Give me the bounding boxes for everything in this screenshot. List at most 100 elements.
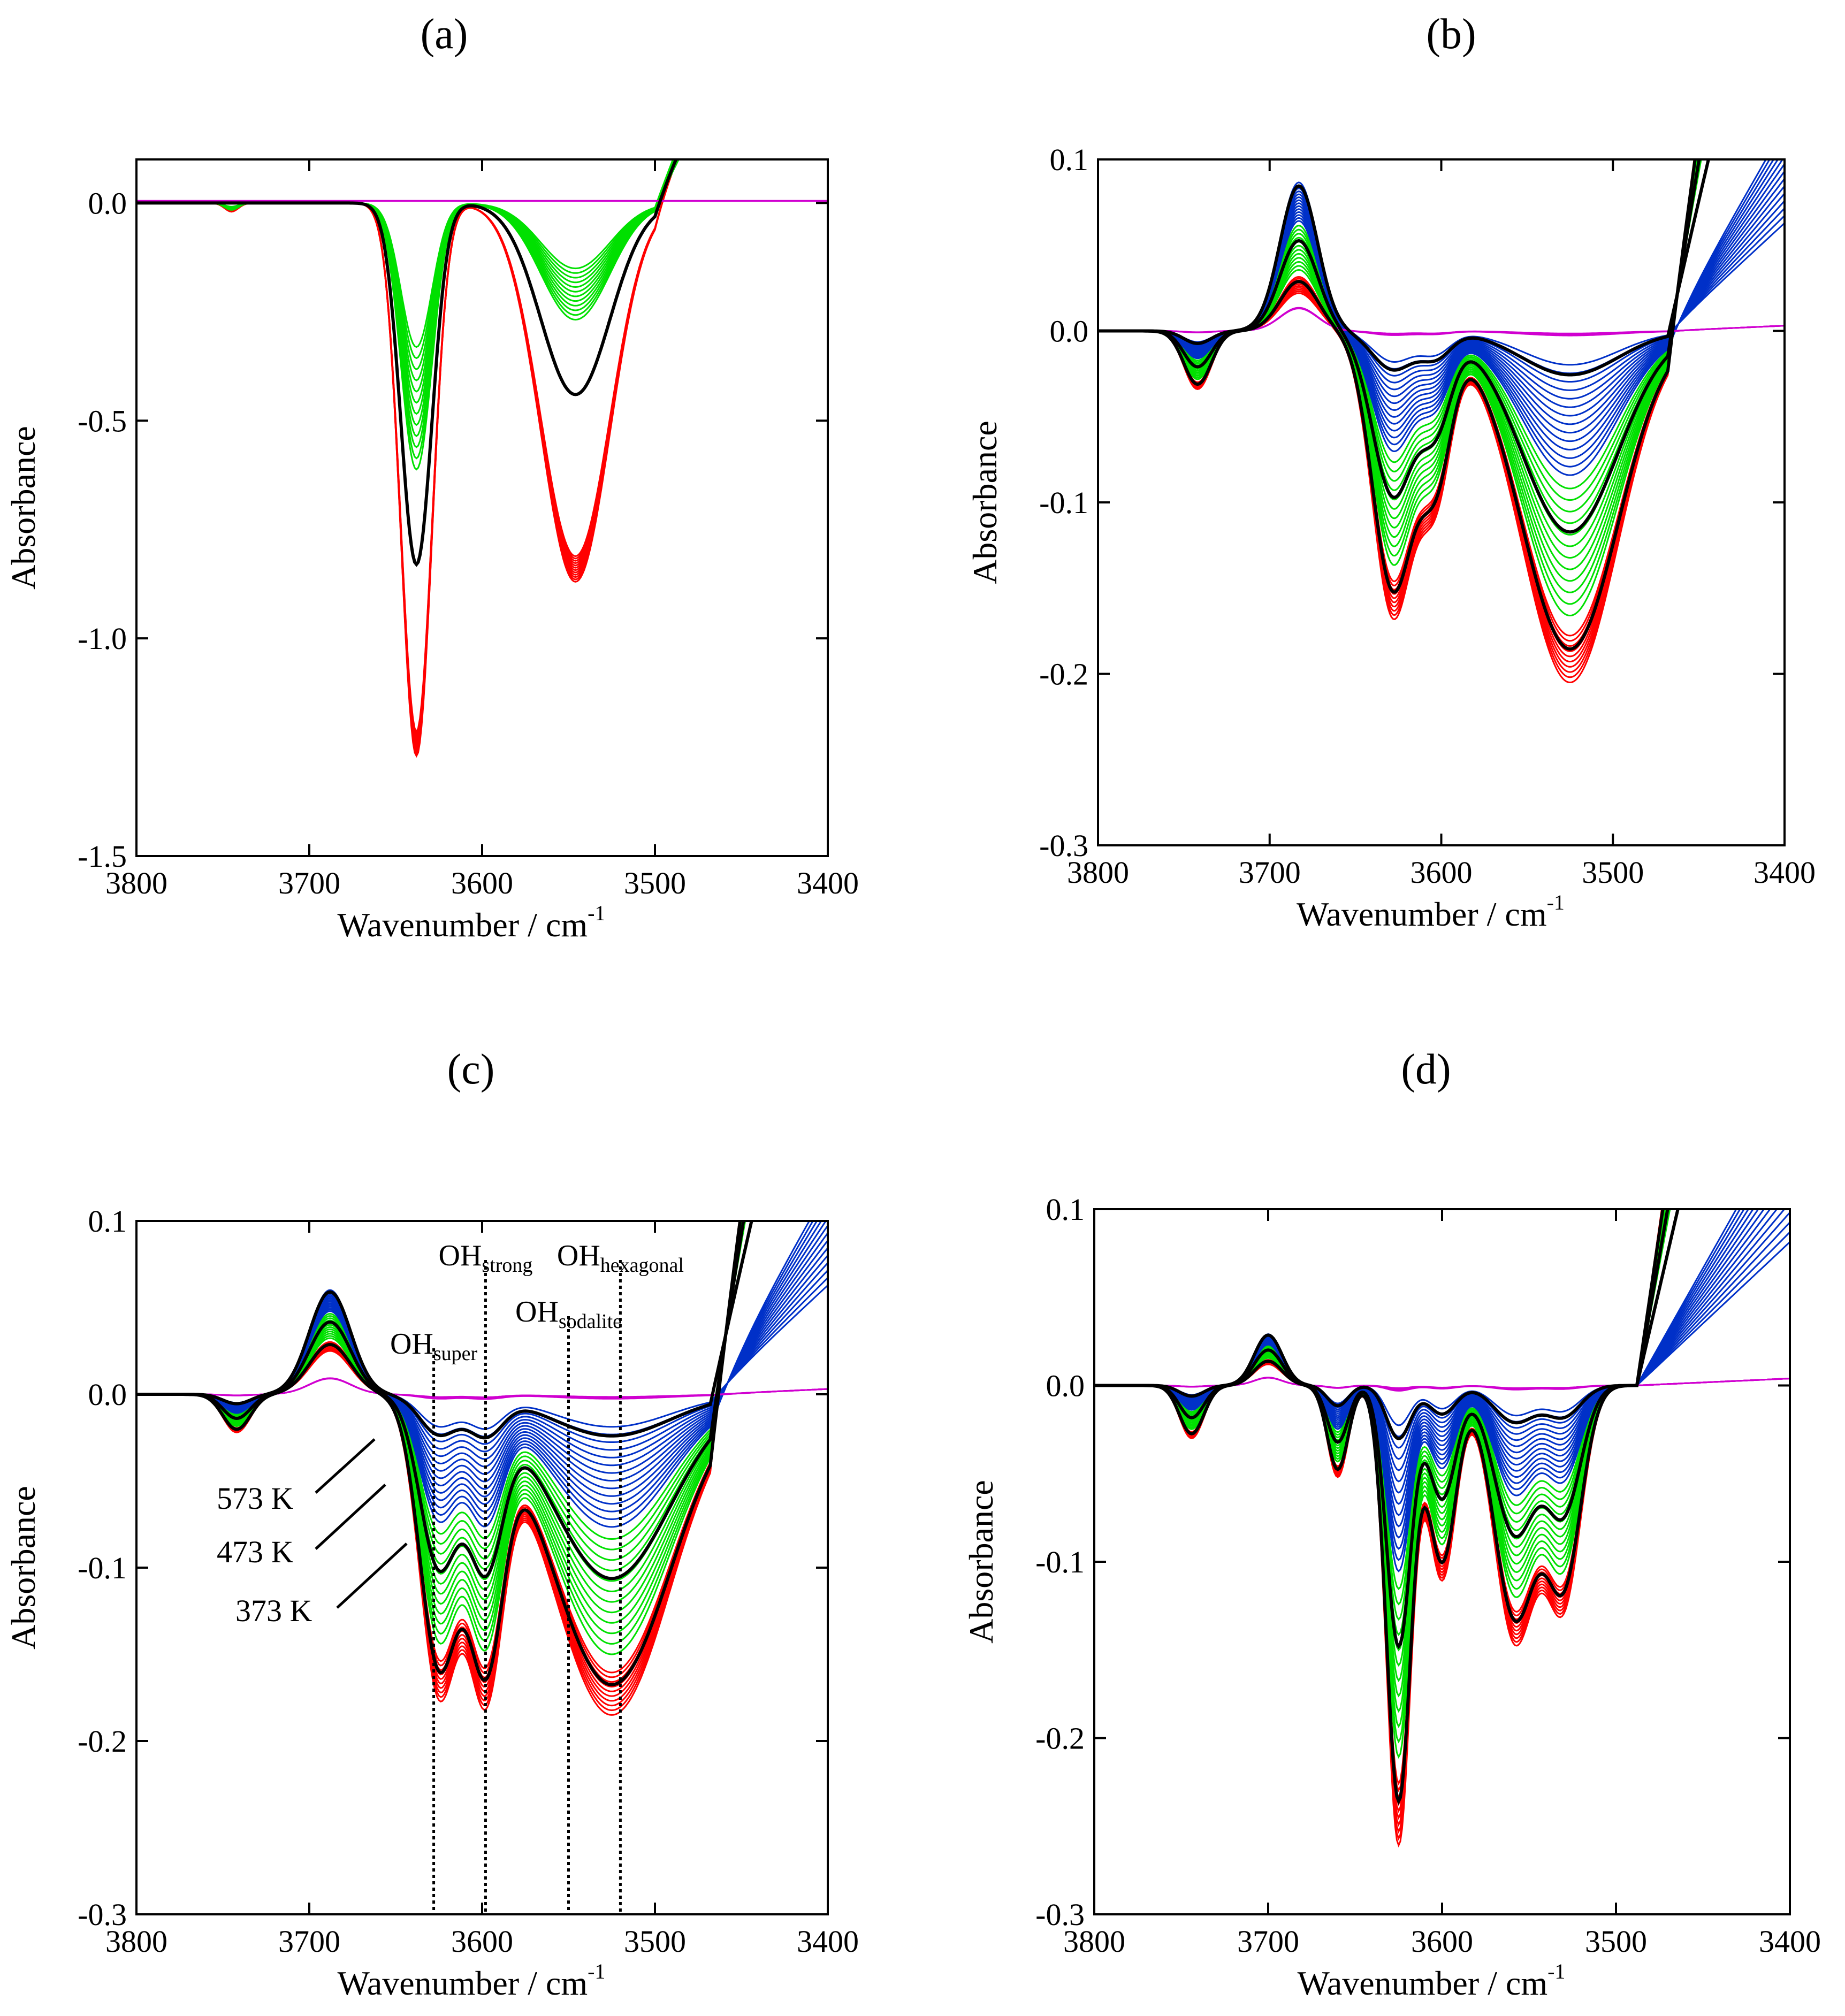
y-tick-label: 0.0	[88, 186, 127, 220]
series-line-red-7	[136, 159, 678, 745]
series-blue	[1094, 1209, 1790, 1572]
x-tick-label: 3500	[1585, 1924, 1647, 1959]
series-line-green-7	[136, 159, 676, 404]
series-line-black-3	[1094, 1209, 1680, 1440]
x-tick-label: 3400	[1759, 1924, 1821, 1959]
series-black	[1094, 1209, 1680, 1805]
series-line-green-9	[136, 1221, 745, 1571]
y-axis-label: Absorbance	[4, 1486, 42, 1650]
oh-annotation-subscript: super	[433, 1342, 478, 1365]
x-tick-label: 3700	[278, 1924, 340, 1959]
panel-a: 3800 3700 3600 3500 3400 0.0 -0.5 -1.0 -1.5 Waven…	[4, 11, 859, 944]
series-line-black-1	[136, 159, 678, 567]
y-tick-label: -1.0	[78, 621, 127, 656]
series-black	[1098, 159, 1710, 651]
oh-annotation-subscript: strong	[482, 1254, 532, 1277]
series-line-red-6	[1098, 159, 1696, 658]
temperature-leader-line	[315, 1438, 376, 1494]
x-axis-label-superscript: -1	[588, 1959, 605, 1983]
y-tick-label: -0.2	[1039, 657, 1088, 692]
x-tick-label: 3600	[451, 1924, 513, 1959]
y-axis-label: Absorbance	[962, 1480, 1000, 1644]
series-line-blue-2	[1098, 159, 1771, 468]
x-axis-label-superscript: -1	[1547, 890, 1565, 914]
series-line-red-4	[136, 159, 678, 751]
x-tick-label: 3500	[624, 866, 686, 900]
panel-label: (c)	[447, 1046, 495, 1093]
series-line-red-3	[136, 159, 678, 753]
x-tick-label: 3500	[1582, 855, 1644, 890]
y-tick-label: -0.3	[78, 1897, 127, 1932]
y-tick-label: 0.1	[88, 1204, 127, 1239]
series-line-red-6	[136, 1221, 741, 1692]
x-axis-label-superscript: -1	[588, 901, 605, 925]
temperature-leader-line	[336, 1542, 408, 1609]
temperature-label: 573 K	[217, 1481, 294, 1516]
series-line-red-10	[136, 159, 678, 738]
x-tick-label: 3600	[1411, 855, 1473, 890]
series-line-red-2	[1098, 159, 1695, 678]
x-axis-label: Wavenumber / cm-1	[338, 901, 606, 944]
series-line-red-7	[136, 1221, 741, 1688]
y-tick-label: -1.5	[78, 839, 127, 874]
x-tick-label: 3600	[451, 866, 513, 900]
plot-frame	[135, 158, 829, 857]
y-tick-label: 0.0	[1050, 314, 1089, 349]
series-green	[1098, 159, 1702, 617]
x-tick-label: 3800	[105, 1924, 167, 1959]
series-line-red-11	[136, 159, 678, 736]
series-line-red-4	[136, 1221, 741, 1702]
y-tick-label: 0.1	[1046, 1192, 1085, 1227]
series-line-green-2	[1098, 159, 1697, 605]
y-axis-label: Absorbance	[966, 421, 1004, 584]
temperature-leader-line	[315, 1484, 386, 1550]
series-line-red-9	[136, 159, 678, 740]
series-magenta	[1094, 1377, 1790, 1392]
series-line-red-8	[136, 1221, 741, 1683]
x-axis-label: Wavenumber / cm-1	[1297, 890, 1565, 933]
series-line-green-1	[1098, 159, 1697, 617]
y-tick-label: -0.1	[1039, 485, 1088, 520]
series-line-green-3	[1098, 159, 1698, 593]
oh-annotation-label: OHsuper	[390, 1327, 478, 1365]
series-line-red-1	[136, 159, 678, 758]
series-line-black-2	[1094, 1209, 1669, 1650]
series-black	[136, 159, 678, 567]
x-axis-label: Wavenumber / cm-1	[1298, 1959, 1566, 2002]
oh-annotation-subscript: hexagonal	[600, 1254, 684, 1277]
series-line-blue-3	[1094, 1209, 1745, 1550]
x-tick-label: 3500	[624, 1924, 686, 1959]
series-line-green-5	[136, 159, 677, 426]
series-line-magenta-5	[1094, 1377, 1790, 1389]
y-tick-label: -0.1	[78, 1551, 127, 1585]
series-line-green-12	[136, 159, 674, 348]
temperature-label: 373 K	[235, 1593, 312, 1628]
y-tick-label: 0.0	[88, 1377, 127, 1412]
series-line-red-5	[136, 159, 678, 749]
x-tick-label: 3800	[1063, 1924, 1125, 1959]
y-tick-label: -0.3	[1039, 828, 1088, 863]
panel-label: (a)	[421, 11, 468, 58]
series-line-red-3	[1098, 159, 1696, 673]
x-tick-label: 3700	[1239, 855, 1301, 890]
series-line-black-1	[1098, 159, 1697, 651]
series-line-red-7	[1098, 159, 1696, 652]
y-tick-label: -0.2	[78, 1724, 127, 1759]
oh-annotation-subscript: sodalite	[559, 1310, 622, 1333]
temperature-label: 473 K	[217, 1534, 294, 1569]
series-line-red-8	[1098, 159, 1696, 647]
panel-c: 3800 3700 3600 3500 3400 0.1 0.0 -0.1 -0.2 -0.3 Wa…	[4, 1046, 859, 2002]
y-tick-label: 0.1	[1050, 142, 1089, 177]
oh-annotation-label: OHhexagonal	[557, 1239, 684, 1277]
series-line-red-12	[136, 159, 678, 734]
series-line-black-2	[136, 1221, 745, 1580]
x-tick-label: 3800	[105, 866, 167, 900]
series-line-green-4	[136, 159, 678, 437]
y-axis-label: Absorbance	[4, 426, 42, 590]
x-tick-label: 3400	[1753, 855, 1816, 890]
series-line-green-2	[136, 159, 679, 460]
series-line-red-8	[136, 159, 678, 743]
series-line-blue-1	[1094, 1209, 1737, 1572]
series-line-black-3	[1098, 159, 1710, 377]
